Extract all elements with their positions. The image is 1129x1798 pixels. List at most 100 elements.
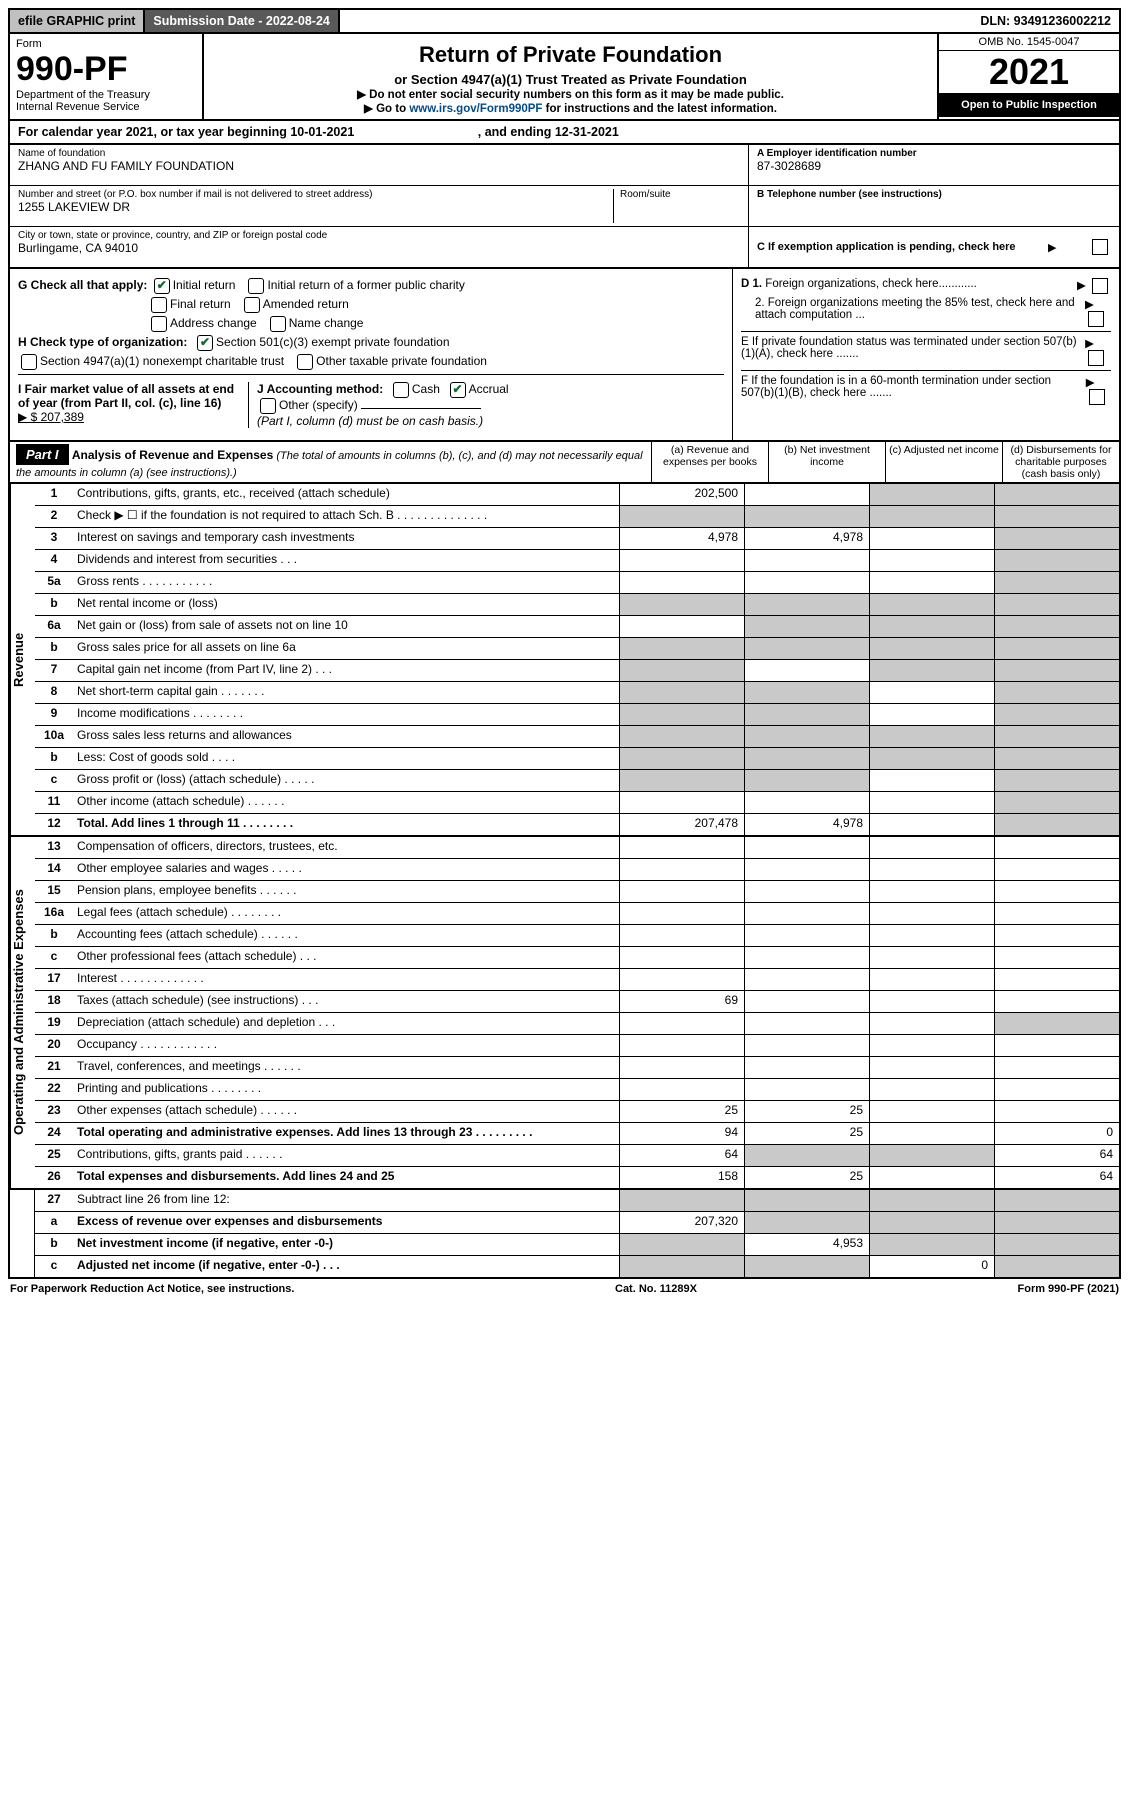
city-value: Burlingame, CA 94010 <box>18 241 740 255</box>
line-text: Travel, conferences, and meetings . . . … <box>73 1057 619 1078</box>
cell-b <box>744 969 869 990</box>
table-row: 20Occupancy . . . . . . . . . . . . <box>35 1034 1119 1056</box>
line-number: 8 <box>35 682 73 703</box>
irs-link[interactable]: www.irs.gov/Form990PF <box>409 103 542 115</box>
cell-a <box>619 792 744 813</box>
cell-c <box>869 1167 994 1188</box>
cell-b <box>744 947 869 968</box>
cell-b <box>744 770 869 791</box>
g-address-checkbox[interactable] <box>151 316 167 332</box>
line-text: Other income (attach schedule) . . . . .… <box>73 792 619 813</box>
cell-b: 4,978 <box>744 528 869 549</box>
col-a-header: (a) Revenue and expenses per books <box>651 442 768 482</box>
cell-a: 4,978 <box>619 528 744 549</box>
efile-label[interactable]: efile GRAPHIC print <box>10 10 145 32</box>
e-checkbox[interactable] <box>1088 350 1104 366</box>
table-row: 12Total. Add lines 1 through 11 . . . . … <box>35 813 1119 835</box>
table-row: 5aGross rents . . . . . . . . . . . <box>35 571 1119 593</box>
line-number: c <box>35 770 73 791</box>
f-label: F If the foundation is in a 60-month ter… <box>741 375 1086 405</box>
table-row: 3Interest on savings and temporary cash … <box>35 527 1119 549</box>
h-other-checkbox[interactable] <box>297 354 313 370</box>
j-accrual-checkbox[interactable]: ✔ <box>450 382 466 398</box>
cell-b <box>744 726 869 747</box>
table-row: 2Check ▶ ☐ if the foundation is not requ… <box>35 505 1119 527</box>
cell-d <box>994 682 1119 703</box>
line-number: b <box>35 594 73 615</box>
c-checkbox[interactable] <box>1092 239 1108 255</box>
line-number: 11 <box>35 792 73 813</box>
cell-c <box>869 1212 994 1233</box>
line-number: 13 <box>35 837 73 858</box>
h-501c3-checkbox[interactable]: ✔ <box>197 335 213 351</box>
cell-a <box>619 1013 744 1034</box>
g-initial-checkbox[interactable]: ✔ <box>154 278 170 294</box>
cell-b: 25 <box>744 1123 869 1144</box>
submission-date-label: Submission Date - <box>153 14 266 28</box>
cell-c <box>869 550 994 571</box>
cell-d <box>994 770 1119 791</box>
line-number: 21 <box>35 1057 73 1078</box>
foundation-name-label: Name of foundation <box>18 148 740 159</box>
c-exemption-label: C If exemption application is pending, c… <box>757 241 1016 253</box>
cell-d: 64 <box>994 1145 1119 1166</box>
g-amended-checkbox[interactable] <box>244 297 260 313</box>
bottom-spacer <box>10 1190 35 1277</box>
g-name-checkbox[interactable] <box>270 316 286 332</box>
j-other-checkbox[interactable] <box>260 398 276 414</box>
table-row: 8Net short-term capital gain . . . . . .… <box>35 681 1119 703</box>
cell-c <box>869 1035 994 1056</box>
line-text: Other expenses (attach schedule) . . . .… <box>73 1101 619 1122</box>
entity-block: Name of foundation ZHANG AND FU FAMILY F… <box>8 145 1121 269</box>
line-text: Capital gain net income (from Part IV, l… <box>73 660 619 681</box>
g-final-checkbox[interactable] <box>151 297 167 313</box>
table-row: bLess: Cost of goods sold . . . . <box>35 747 1119 769</box>
cell-a: 25 <box>619 1101 744 1122</box>
cell-d <box>994 528 1119 549</box>
cell-a: 207,478 <box>619 814 744 835</box>
j-label: J Accounting method: <box>257 382 383 396</box>
cell-c <box>869 748 994 769</box>
cell-b <box>744 506 869 527</box>
line-text: Contributions, gifts, grants paid . . . … <box>73 1145 619 1166</box>
line-text: Check ▶ ☐ if the foundation is not requi… <box>73 506 619 527</box>
cell-c <box>869 726 994 747</box>
cell-d <box>994 638 1119 659</box>
line-number: 15 <box>35 881 73 902</box>
cell-b <box>744 903 869 924</box>
cell-d <box>994 1256 1119 1277</box>
cell-d <box>994 506 1119 527</box>
g-label: G Check all that apply: <box>18 278 147 292</box>
cell-d <box>994 903 1119 924</box>
expenses-body: 13Compensation of officers, directors, t… <box>35 837 1119 1188</box>
g-initial-former-checkbox[interactable] <box>248 278 264 294</box>
form-number: 990-PF <box>16 50 196 89</box>
line-number: 4 <box>35 550 73 571</box>
cell-d <box>994 969 1119 990</box>
cell-b <box>744 594 869 615</box>
h-4947-checkbox[interactable] <box>21 354 37 370</box>
footer: For Paperwork Reduction Act Notice, see … <box>8 1279 1121 1299</box>
cell-c <box>869 792 994 813</box>
form-subtitle-2a: ▶ Do not enter social security numbers o… <box>212 87 929 101</box>
cell-d <box>994 947 1119 968</box>
line-text: Interest on savings and temporary cash i… <box>73 528 619 549</box>
d2-checkbox[interactable] <box>1088 311 1104 327</box>
footer-left: For Paperwork Reduction Act Notice, see … <box>10 1283 294 1295</box>
table-row: 22Printing and publications . . . . . . … <box>35 1078 1119 1100</box>
tax-year: 2021 <box>939 51 1119 93</box>
cell-a <box>619 682 744 703</box>
cell-c <box>869 837 994 858</box>
cell-a <box>619 947 744 968</box>
part1-left: Part I Analysis of Revenue and Expenses … <box>10 442 651 482</box>
table-row: cGross profit or (loss) (attach schedule… <box>35 769 1119 791</box>
cell-d <box>994 1212 1119 1233</box>
j-cash-checkbox[interactable] <box>393 382 409 398</box>
f-checkbox[interactable] <box>1089 389 1105 405</box>
line-text: Legal fees (attach schedule) . . . . . .… <box>73 903 619 924</box>
d1-checkbox[interactable] <box>1092 278 1108 294</box>
table-row: aExcess of revenue over expenses and dis… <box>35 1211 1119 1233</box>
j-note: (Part I, column (d) must be on cash basi… <box>257 414 483 428</box>
table-row: bAccounting fees (attach schedule) . . .… <box>35 924 1119 946</box>
cell-c <box>869 1145 994 1166</box>
